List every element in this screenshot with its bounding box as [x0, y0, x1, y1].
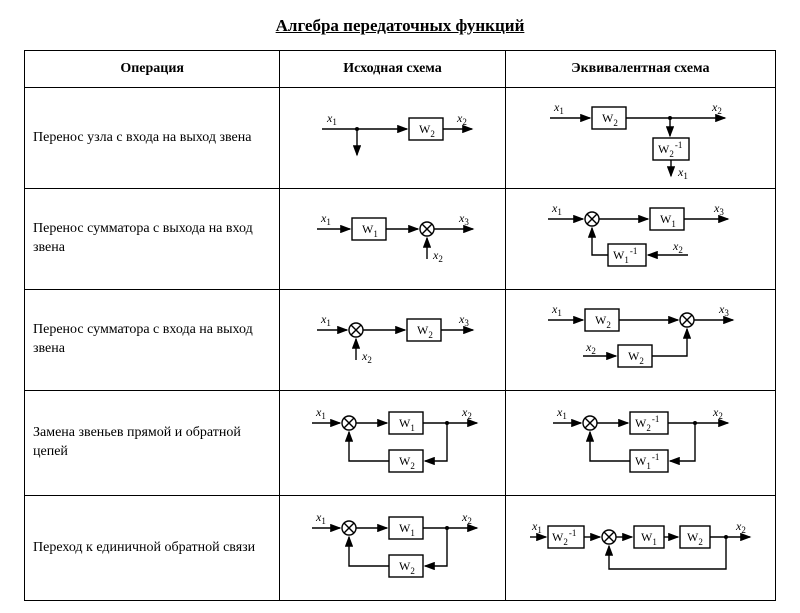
col-operation: Операция [25, 51, 280, 88]
rule-row: Перенос сумматора с входа на выход звена… [25, 290, 776, 391]
svg-text:x2: x2 [712, 405, 723, 421]
svg-text:x1: x1 [315, 510, 326, 526]
equiv-diagram: W2 W2 x1 x2 x3 [505, 290, 775, 391]
source-diagram: W2 x1 x2 x3 [280, 290, 505, 391]
equiv-diagram: W2-1 W1-1 x1 x2 [505, 391, 775, 496]
svg-text:x1: x1 [551, 201, 562, 217]
svg-text:x3: x3 [458, 211, 469, 227]
rule-row: Перенос сумматора с выхо­да на вход звен… [25, 189, 776, 290]
col-equiv: Эквивалентная схема [505, 51, 775, 88]
svg-text:x2: x2 [432, 248, 443, 264]
svg-text:x1: x1 [320, 211, 331, 227]
svg-text:x2: x2 [735, 519, 746, 535]
svg-text:x2: x2 [461, 405, 472, 421]
svg-text:x2: x2 [456, 111, 467, 127]
svg-text:x1: x1 [551, 302, 562, 318]
rule-op: Перенос узла с входа на вы­ход звена [25, 88, 280, 189]
col-source: Исходная схема [280, 51, 505, 88]
rule-row: Переход к единичной об­ратной связи W1 W… [25, 496, 776, 601]
source-diagram: W1 W2 x1 x2 [280, 391, 505, 496]
rule-op: Замена звеньев прямой и обратной цепей [25, 391, 280, 496]
page-title: Алгебра передаточных функций [24, 16, 776, 36]
svg-text:x1: x1 [326, 111, 337, 127]
rules-table: Операция Исходная схема Эквивалентная сх… [24, 50, 776, 601]
equiv-diagram: W2 W2-1 x1 x2 x1 [505, 88, 775, 189]
svg-text:x2: x2 [672, 239, 683, 255]
rule-op: Переход к единичной об­ратной связи [25, 496, 280, 601]
equiv-diagram: W2-1 W1 W2 x1 x2 [505, 496, 775, 601]
svg-text:x3: x3 [458, 312, 469, 328]
rule-op: Перенос сумматора с входа на выход звена [25, 290, 280, 391]
source-diagram: W1 x1 x3 x2 [280, 189, 505, 290]
svg-text:x1: x1 [315, 405, 326, 421]
svg-text:x2: x2 [361, 349, 372, 365]
svg-text:x3: x3 [718, 302, 729, 318]
rule-row: Замена звеньев прямой и обратной цепей W… [25, 391, 776, 496]
svg-text:x1: x1 [531, 519, 542, 535]
source-diagram: W1 W2 x1 x2 [280, 496, 505, 601]
rule-row: Перенос узла с входа на вы­ход звена W2 … [25, 88, 776, 189]
svg-text:x2: x2 [585, 340, 596, 356]
svg-text:x2: x2 [711, 100, 722, 116]
svg-text:x1: x1 [677, 165, 688, 181]
svg-text:x3: x3 [713, 201, 724, 217]
svg-text:x1: x1 [556, 405, 567, 421]
source-diagram: W2 x1 x2 [280, 88, 505, 189]
rule-op: Перенос сумматора с выхо­да на вход звен… [25, 189, 280, 290]
equiv-diagram: W1 W1-1 x1 x3 x2 [505, 189, 775, 290]
svg-text:x1: x1 [553, 100, 564, 116]
svg-text:x2: x2 [461, 510, 472, 526]
svg-text:x1: x1 [320, 312, 331, 328]
